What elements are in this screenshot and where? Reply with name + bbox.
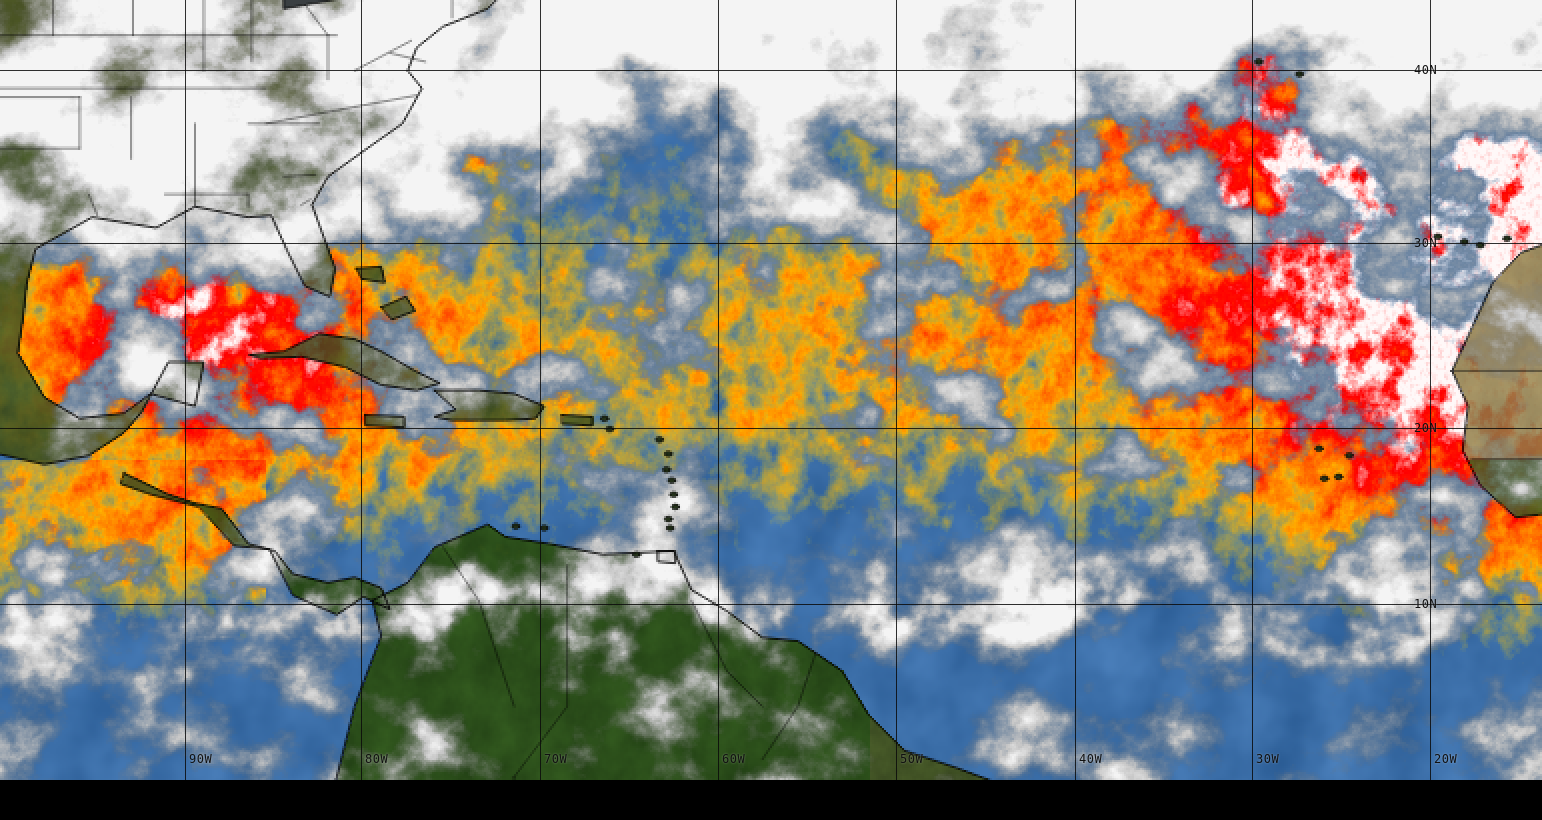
footer-bar: LESS <----- DRY AIR (LOW/MID-LEVEL) AND/… bbox=[0, 780, 1542, 820]
satellite-map[interactable]: 40N 30N 20N 10N 90W 80W 70W 60W 50W 40W 30W 20W bbox=[0, 0, 1542, 780]
satellite-imagery-canvas bbox=[0, 0, 1542, 780]
